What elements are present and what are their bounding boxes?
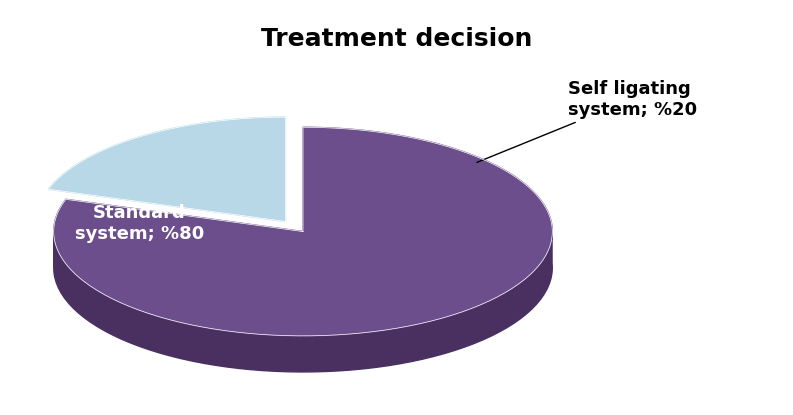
- Polygon shape: [48, 117, 285, 222]
- Text: Self ligating
system; %20: Self ligating system; %20: [477, 80, 697, 162]
- Text: Treatment decision: Treatment decision: [261, 27, 532, 51]
- Text: Standard
system; %80: Standard system; %80: [75, 204, 204, 243]
- Polygon shape: [54, 127, 552, 336]
- Polygon shape: [54, 227, 552, 372]
